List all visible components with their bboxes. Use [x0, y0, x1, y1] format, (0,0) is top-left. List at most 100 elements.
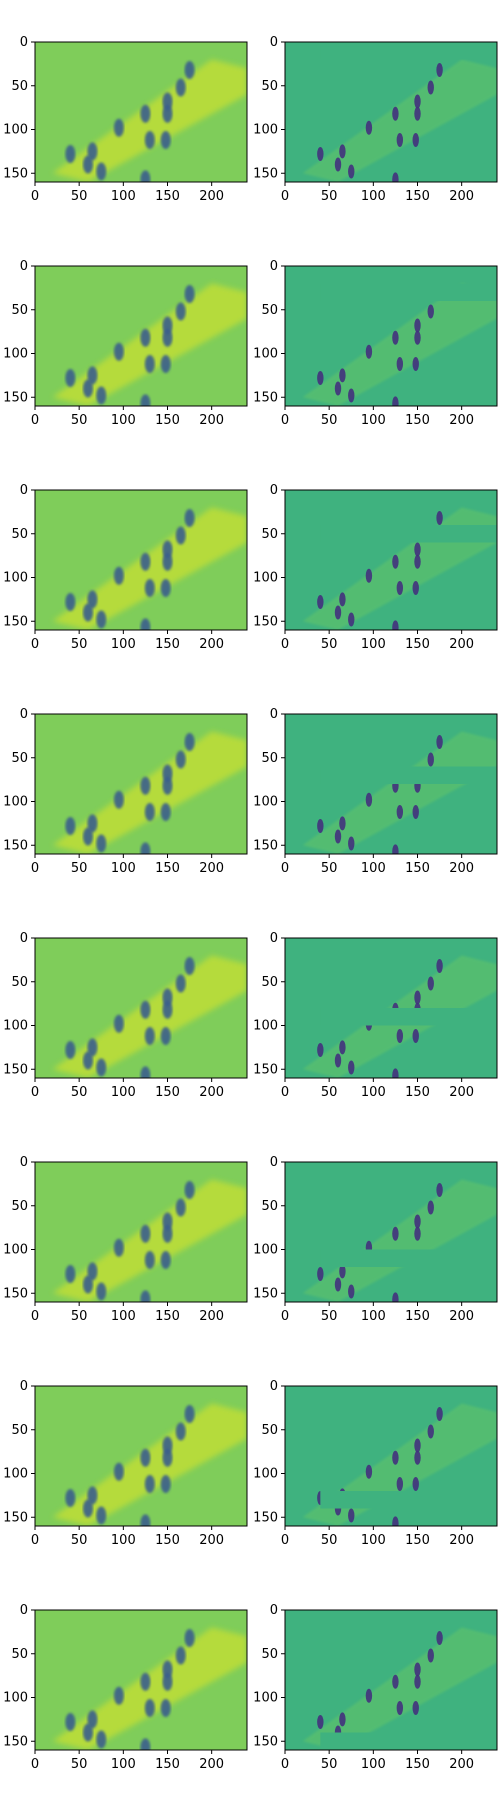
y-tick-label: 0	[270, 483, 278, 498]
figure-blob	[427, 304, 434, 319]
figure-blob	[83, 1499, 93, 1518]
panel-left-row-5: 0 50 100 150 200 0 50 100 150	[3, 931, 248, 1100]
panel-left-row-4: 0 50 100 150 200 0 50 100 150	[3, 707, 248, 876]
x-tick-label: 100	[111, 1085, 136, 1100]
figure-blob	[414, 1214, 421, 1229]
x-tick-label: 100	[111, 1757, 136, 1772]
figure-blob	[427, 976, 434, 991]
figure-blob	[427, 1424, 434, 1439]
y-tick-label: 100	[3, 123, 28, 138]
figure-blob	[96, 1058, 107, 1077]
image-right	[285, 1610, 497, 1750]
figure-blob	[144, 803, 155, 821]
figure-blob	[113, 118, 124, 137]
figure-blob	[140, 1000, 151, 1019]
figure-blob	[87, 142, 98, 161]
axes-frame	[34, 937, 248, 1079]
figure-blob	[436, 1631, 443, 1645]
y-tick-label: 150	[3, 1734, 28, 1749]
x-tick-label: 50	[71, 189, 88, 204]
slope-band	[52, 59, 247, 182]
figure-blob	[392, 844, 399, 854]
x-tick-label: 0	[31, 1085, 39, 1100]
y-tick-label: 50	[11, 1647, 28, 1662]
panel-right-row-3: 0 50 100 150 200 0 50 100 150	[253, 483, 498, 652]
figure-blob	[184, 957, 195, 975]
figure-blob	[87, 590, 98, 609]
x-tick-label: 150	[405, 1309, 430, 1324]
figure-blob	[113, 566, 124, 585]
axes-frame	[34, 265, 248, 407]
figure-blob	[184, 509, 195, 527]
figure-blob	[175, 1198, 186, 1217]
x-tick-label: 150	[155, 1085, 180, 1100]
x-tick-label: 50	[321, 189, 338, 204]
slope-band	[52, 731, 247, 854]
figure-blob	[65, 1713, 76, 1731]
figure-blob	[317, 595, 324, 609]
figure-blob	[392, 1068, 399, 1078]
y-tick-label: 100	[253, 795, 278, 810]
y-tick-label: 0	[20, 1603, 28, 1618]
y-tick-label: 0	[270, 931, 278, 946]
masked-band	[320, 1732, 497, 1750]
x-tick-label: 0	[31, 637, 39, 652]
y-tick-label: 0	[20, 259, 28, 274]
image-right	[285, 266, 497, 406]
y-tick-label: 100	[3, 347, 28, 362]
y-tick-label: 0	[270, 1155, 278, 1170]
x-tick-label: 0	[31, 861, 39, 876]
axes-frame	[284, 937, 498, 1079]
y-tick-label: 150	[3, 1510, 28, 1525]
figure-blob	[412, 1029, 419, 1043]
axes-frame	[34, 41, 248, 183]
slope-band	[52, 955, 247, 1078]
figure-blob	[162, 1672, 173, 1691]
figure-blob	[96, 834, 107, 853]
figure-blob	[162, 104, 173, 123]
figure-blob	[184, 733, 195, 751]
figure-blob	[87, 1038, 98, 1057]
figure-blob	[392, 106, 399, 121]
x-tick-label: 0	[281, 1533, 289, 1548]
y-tick-label: 50	[261, 79, 278, 94]
x-tick-label: 50	[71, 1757, 88, 1772]
figure-blob	[414, 330, 421, 345]
figure-blob	[184, 1181, 195, 1199]
figure-blob	[365, 344, 373, 359]
y-tick-label: 50	[261, 303, 278, 318]
figure-blob	[144, 355, 155, 373]
figure-blob	[392, 1516, 399, 1526]
y-tick-label: 100	[3, 795, 28, 810]
y-tick-label: 150	[253, 1286, 278, 1301]
figure-blob	[427, 1648, 434, 1663]
y-tick-label: 50	[261, 527, 278, 542]
x-tick-label: 200	[449, 1533, 474, 1548]
y-tick-label: 150	[3, 1062, 28, 1077]
figure-blob	[414, 1674, 421, 1689]
figure-blob	[144, 1699, 155, 1717]
figure-blob	[184, 1405, 195, 1423]
axes-frame	[34, 713, 248, 855]
x-tick-label: 200	[449, 861, 474, 876]
figure-blob	[392, 1226, 399, 1241]
y-tick-label: 150	[253, 166, 278, 181]
x-tick-label: 150	[405, 1085, 430, 1100]
figure-blob	[144, 131, 155, 149]
figure-blob	[96, 1282, 107, 1301]
figure-blob	[339, 368, 346, 383]
figure-blob	[414, 1662, 421, 1677]
figure-blob	[412, 581, 419, 595]
image-right	[285, 1386, 497, 1526]
figure-blob	[140, 1066, 151, 1078]
masked-band	[320, 525, 497, 543]
figure-blob	[334, 1053, 342, 1068]
x-tick-label: 50	[321, 861, 338, 876]
x-tick-label: 150	[405, 861, 430, 876]
figure-blob	[348, 388, 355, 403]
x-tick-label: 50	[321, 413, 338, 428]
panel-right-row-4: 0 50 100 150 200 0 50 100 150	[253, 707, 498, 876]
masked-band	[320, 766, 497, 784]
x-tick-label: 150	[405, 1757, 430, 1772]
figure-blob	[412, 357, 419, 371]
